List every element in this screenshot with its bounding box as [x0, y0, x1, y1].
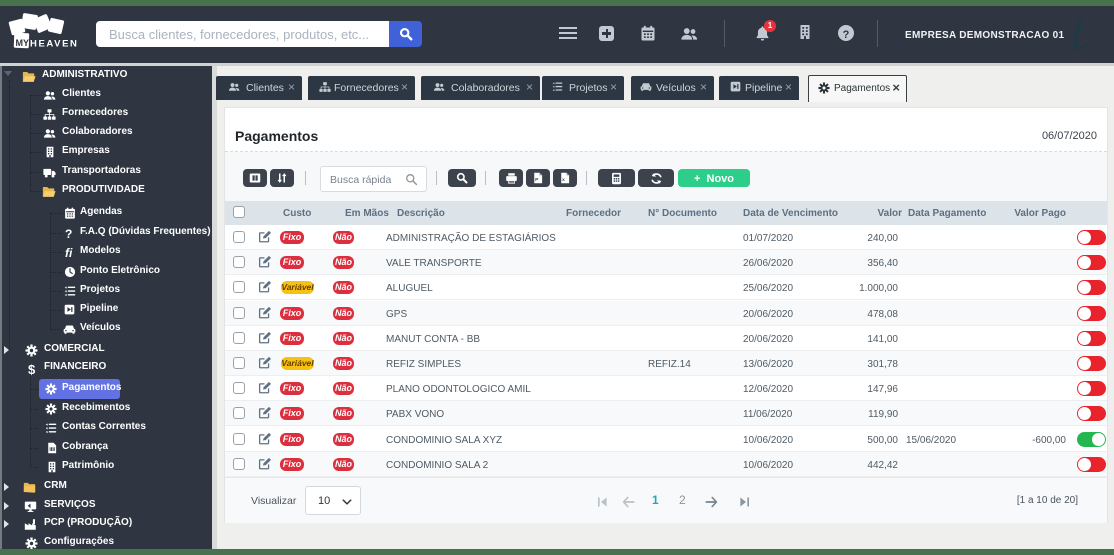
svg-text:P: P: [535, 177, 539, 183]
svg-text:HEAVEN: HEAVEN: [30, 39, 79, 50]
svg-text:x: x: [562, 178, 565, 183]
svg-text:MY: MY: [16, 38, 30, 48]
